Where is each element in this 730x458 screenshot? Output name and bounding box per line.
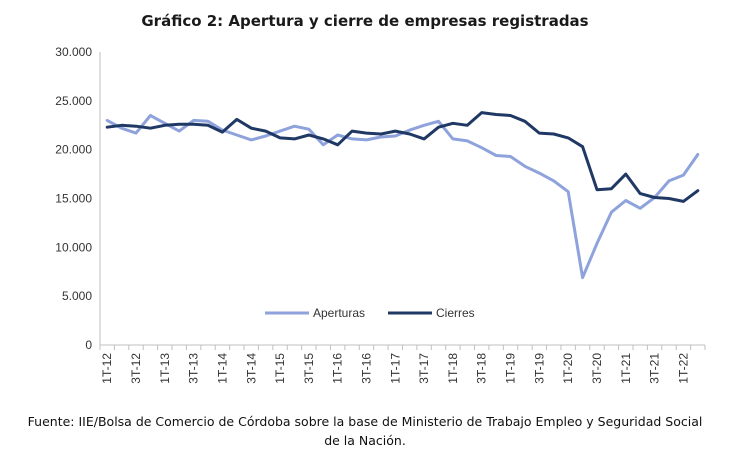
x-tick-label: 3T-12 (129, 353, 143, 384)
x-tick-label: 1T-14 (215, 353, 229, 384)
x-tick-label: 1T-12 (100, 353, 114, 384)
y-axis: 0 5.000 10.000 15.000 20.000 25.000 30.000 (55, 45, 101, 352)
x-tick-label: 3T-18 (475, 353, 489, 384)
y-tick-label: 10.000 (55, 240, 92, 254)
x-tick-label: 3T-17 (417, 353, 431, 384)
y-tick-label: 30.000 (55, 45, 92, 59)
x-tick-label: 3T-20 (590, 353, 604, 384)
legend: Aperturas Cierres (265, 306, 475, 320)
x-tick-label: 1T-20 (561, 353, 575, 384)
x-tick-label: 3T-13 (187, 353, 201, 384)
source-note: Fuente: IIE/Bolsa de Comercio de Córdoba… (27, 414, 703, 448)
x-tick-label: 1T-17 (388, 353, 402, 384)
y-tick-labels: 0 5.000 10.000 15.000 20.000 25.000 30.000 (55, 45, 92, 352)
x-tick-label: 3T-16 (359, 353, 373, 384)
line-chart: 0 5.000 10.000 15.000 20.000 25.000 30.000 1T-… (55, 45, 706, 384)
x-tick-label: 1T-13 (158, 353, 172, 384)
series-lines (105, 111, 700, 280)
x-tick-label: 1T-19 (504, 353, 518, 384)
y-tick-label: 15.000 (55, 192, 92, 206)
x-tick-label: 3T-19 (532, 353, 546, 384)
y-tick-label: 0 (85, 338, 92, 352)
y-tick-label: 20.000 (55, 143, 92, 157)
x-tick-label: 1T-18 (446, 353, 460, 384)
legend-label-aperturas: Aperturas (313, 306, 365, 320)
x-tick-label: 3T-15 (302, 353, 316, 384)
x-tick-label: 3T-21 (648, 353, 662, 384)
series-line-aperturas (105, 114, 700, 280)
x-tick-labels: 1T-12 3T-12 1T-13 3T-13 1T-14 3T-14 1T-15 3T-15… (99, 345, 706, 384)
x-tick-label: 1T-21 (619, 353, 633, 384)
x-tick-label: 1T-15 (273, 353, 287, 384)
x-axis: 1T-12 3T-12 1T-13 3T-13 1T-14 3T-14 1T-15 3T-15… (99, 344, 706, 384)
x-tick-label: 1T-16 (331, 353, 345, 384)
y-tick-label: 5.000 (62, 289, 92, 303)
series-line-cierres (105, 111, 700, 203)
chart-title: Gráfico 2: Apertura y cierre de empresas… (141, 12, 589, 30)
y-tick-label: 25.000 (55, 94, 92, 108)
legend-label-cierres: Cierres (436, 306, 475, 320)
x-tick-label: 3T-14 (244, 353, 258, 384)
x-tick-label: 1T-22 (676, 353, 690, 384)
